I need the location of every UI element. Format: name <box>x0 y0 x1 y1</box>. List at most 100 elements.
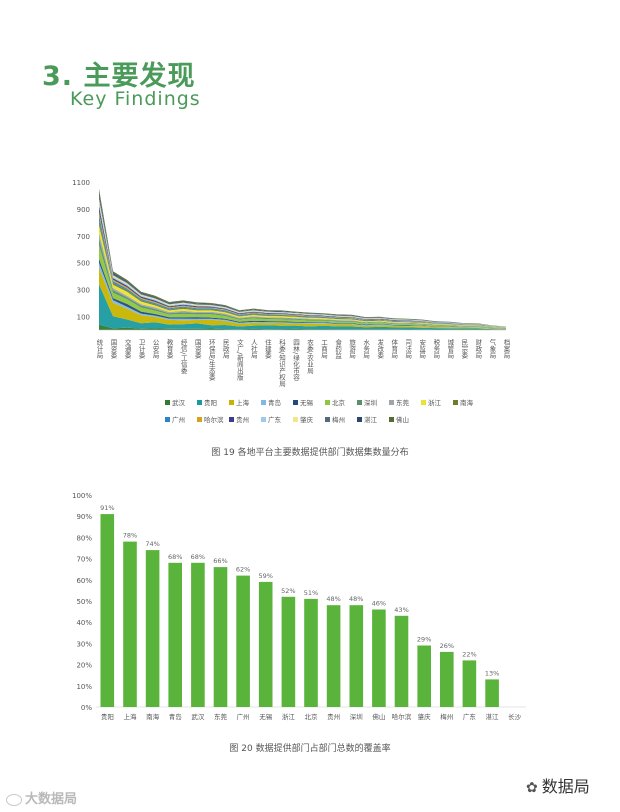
bar-value-label: 22% <box>462 650 476 658</box>
y-tick-label: 20% <box>76 662 92 670</box>
x-category-label: 园林/绿化市容 <box>291 339 299 382</box>
watermark-left-text: 大数据局 <box>25 792 78 807</box>
x-category-label: 国资委 <box>109 339 117 359</box>
legend-swatch <box>197 417 202 422</box>
bar-value-label: 91% <box>100 504 114 512</box>
y-tick-label: 300 <box>77 287 90 295</box>
x-category-label: 广东 <box>463 712 477 721</box>
bar <box>145 550 160 707</box>
x-category-label: 科委/知识产权局 <box>277 338 285 388</box>
x-category-label: 长沙 <box>508 712 522 721</box>
legend-swatch <box>229 400 234 405</box>
x-category-label: 贵州 <box>327 712 340 721</box>
bar-value-label: 74% <box>145 540 159 548</box>
x-category-label: 城管局 <box>446 339 454 360</box>
bar-value-label: 51% <box>304 589 318 597</box>
y-tick-label: 40% <box>76 619 92 627</box>
legend-label: 北京 <box>332 398 346 407</box>
bar-chart: 0% 10% 20% 30% 40% 50% 60% 70% 80% 90% 100% 91% 贵阳 78… <box>72 492 526 721</box>
x-category-label: 人社局 <box>249 339 257 360</box>
x-category-label: 司法局 <box>404 339 412 360</box>
x-category-label: 税务局 <box>432 338 440 360</box>
x-category-label: 梅州 <box>440 712 453 721</box>
x-category-label: 财政局 <box>474 338 482 360</box>
chart-caption-19: 图 19 各地平台主要数据提供部门数据集数量分布 <box>211 448 409 458</box>
y-tick-label: 900 <box>77 206 90 214</box>
legend-swatch <box>325 417 330 422</box>
legend-label: 哈尔滨 <box>204 415 224 424</box>
x-category-label: 民政局 <box>221 339 229 360</box>
y-tick-label: 100 <box>77 314 90 322</box>
x-category-label: 教育委 <box>165 338 173 359</box>
bar-value-label: 48% <box>326 595 340 603</box>
bar-value-label: 66% <box>213 557 227 565</box>
bar-value-label: 13% <box>485 669 499 677</box>
legend-label: 南海 <box>460 398 474 407</box>
bar <box>168 562 182 707</box>
legend-label: 贵州 <box>236 415 249 424</box>
x-category-label: 北京 <box>305 712 319 721</box>
bar-value-label: 26% <box>440 642 454 650</box>
x-category-label: 发改委 <box>376 338 384 359</box>
legend-swatch <box>165 417 170 422</box>
legend-label: 上海 <box>236 398 250 407</box>
bar <box>236 575 250 707</box>
legend-label: 贵阳 <box>204 398 217 407</box>
y-tick-label: 60% <box>76 577 92 585</box>
legend-label: 浙江 <box>428 398 442 407</box>
x-category-label: 经信/工信委 <box>179 338 187 374</box>
legend-label: 广州 <box>172 415 185 424</box>
wechat-icon: ✿ <box>526 780 538 796</box>
bar <box>394 615 409 707</box>
bar-value-label: 59% <box>259 572 273 580</box>
legend-swatch <box>389 417 394 422</box>
section-title: 3. 主要发现 <box>42 61 196 92</box>
area-series-0 <box>99 324 506 330</box>
legend-label: 武汉 <box>172 398 186 407</box>
watermark-left: 大数据局 <box>6 788 77 807</box>
x-category-label: 交通委 <box>123 338 131 359</box>
legend-label: 青岛 <box>268 398 281 407</box>
x-category-label: 公安局 <box>151 339 159 360</box>
legend-label: 梅州 <box>332 415 345 424</box>
section-subtitle: Key Findings <box>70 88 201 110</box>
bar <box>191 562 205 707</box>
y-tick-label: 30% <box>76 640 92 648</box>
bar <box>258 581 273 707</box>
x-category-label: 哈尔滨 <box>392 712 412 721</box>
y-tick-label: 50% <box>76 598 92 606</box>
x-category-label: 武汉 <box>191 712 205 721</box>
bar-value-label: 62% <box>236 566 250 574</box>
bar <box>372 609 386 707</box>
legend-swatch <box>421 400 426 405</box>
legend-swatch <box>325 400 330 405</box>
legend-label: 无锡 <box>300 398 314 407</box>
x-category-label: 肇庆 <box>418 712 432 721</box>
bar <box>440 651 454 707</box>
x-category-label: 住建委 <box>263 338 271 359</box>
x-category-label: 无锡 <box>259 712 273 721</box>
legend-label: 肇庆 <box>300 415 314 424</box>
y-tick-label: 1100 <box>72 179 90 187</box>
bar <box>462 660 477 707</box>
x-category-label: 食药监 <box>334 338 342 359</box>
x-category-label: 佛山 <box>372 712 385 721</box>
x-category-label: 广州 <box>237 712 250 721</box>
x-category-label: 文广/新闻出版 <box>235 338 243 382</box>
y-tick-label: 0% <box>81 704 92 712</box>
legend-swatch <box>293 417 298 422</box>
x-category-label: 环保局/生态委 <box>207 339 215 381</box>
bar <box>349 605 364 707</box>
watermark-right: ✿ 数据局 <box>526 773 590 797</box>
bar-value-label: 46% <box>372 599 386 607</box>
bar-value-label: 29% <box>417 636 431 644</box>
x-category-label: 统计局 <box>95 338 103 360</box>
legend-swatch <box>357 417 362 422</box>
bar-value-label: 78% <box>123 532 137 540</box>
area-series-1 <box>99 284 506 330</box>
x-category-label: 气象局 <box>488 338 496 360</box>
chart-caption-20: 图 20 数据提供部门占部门总数的覆盖率 <box>229 744 391 754</box>
legend-swatch <box>389 400 394 405</box>
x-category-label: 旅游局 <box>348 338 356 360</box>
bar <box>100 514 115 707</box>
